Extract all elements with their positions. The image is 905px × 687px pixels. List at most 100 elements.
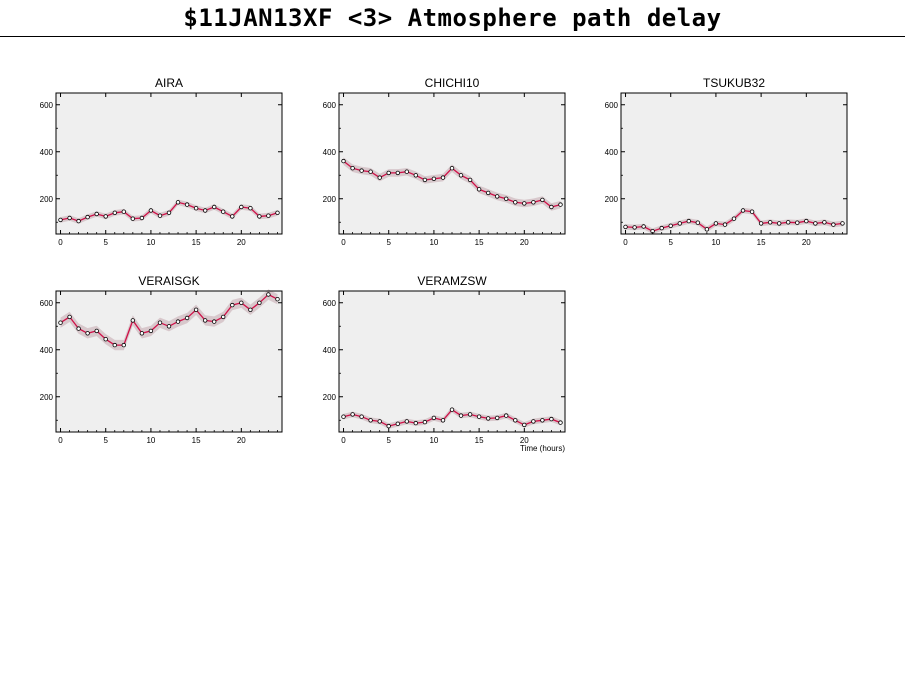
data-point xyxy=(359,414,364,419)
data-point xyxy=(67,314,72,320)
data-point xyxy=(422,419,428,425)
data-point xyxy=(76,218,81,224)
plot-title: VERAISGK xyxy=(138,274,199,288)
y-tick-label: 600 xyxy=(605,101,619,110)
data-point xyxy=(777,221,782,226)
data-point xyxy=(813,221,818,226)
data-point xyxy=(740,208,746,213)
data-point xyxy=(58,320,63,325)
data-point xyxy=(350,412,355,417)
data-point xyxy=(758,221,764,226)
plot-title: TSUKUB32 xyxy=(703,76,765,90)
data-point xyxy=(504,196,509,201)
data-point xyxy=(540,197,545,203)
x-tick-label: 10 xyxy=(429,238,438,247)
data-point xyxy=(184,202,190,207)
data-point xyxy=(449,407,455,412)
data-point xyxy=(202,318,208,323)
x-tick-label: 0 xyxy=(623,238,628,247)
data-point xyxy=(341,414,346,419)
data-point xyxy=(139,331,145,336)
data-point xyxy=(822,220,827,225)
data-point xyxy=(239,300,244,305)
x-tick-label: 5 xyxy=(103,436,108,445)
data-point xyxy=(266,292,271,297)
data-point xyxy=(749,209,755,214)
x-tick-label: 20 xyxy=(237,238,246,247)
data-point xyxy=(58,217,63,223)
plot-panel: VERAMZSW 0 5 10 15 20 200 400 600 Time (hours) xyxy=(323,274,566,453)
data-point xyxy=(677,221,682,226)
data-point xyxy=(76,326,81,331)
data-point xyxy=(220,209,226,214)
data-point xyxy=(431,415,437,421)
plot-background xyxy=(56,291,282,432)
data-point xyxy=(840,221,845,226)
data-point xyxy=(659,225,664,231)
data-point xyxy=(440,418,446,423)
data-point xyxy=(275,210,280,215)
data-point xyxy=(220,314,226,320)
data-point xyxy=(486,416,491,421)
x-tick-label: 5 xyxy=(386,436,391,445)
data-point xyxy=(522,201,527,206)
x-tick-label: 15 xyxy=(475,238,484,247)
data-point xyxy=(257,214,262,219)
data-point xyxy=(495,415,500,421)
data-point xyxy=(558,420,563,425)
x-tick-label: 0 xyxy=(341,436,346,445)
y-tick-label: 200 xyxy=(605,195,619,204)
data-point xyxy=(239,204,244,210)
page-title: $11JAN13XF <3> Atmosphere path delay xyxy=(183,4,722,32)
data-point xyxy=(112,210,117,215)
plot-panel: CHICHI10 0 5 10 15 20 200 400 600 xyxy=(323,76,566,247)
data-point xyxy=(166,210,172,215)
data-point xyxy=(704,227,710,232)
data-point xyxy=(193,307,199,312)
data-point xyxy=(522,422,527,428)
x-tick-label: 5 xyxy=(386,238,391,247)
plot-title: VERAMZSW xyxy=(417,274,487,288)
data-point xyxy=(531,419,536,424)
data-point xyxy=(831,222,836,227)
data-point xyxy=(94,328,99,334)
data-point xyxy=(632,225,637,230)
plot-title: CHICHI10 xyxy=(425,76,480,90)
data-point xyxy=(531,200,536,205)
data-point xyxy=(395,421,400,426)
data-point xyxy=(257,300,262,305)
data-point xyxy=(230,302,235,308)
data-point xyxy=(368,418,373,423)
data-point xyxy=(795,220,800,225)
data-point xyxy=(275,297,280,302)
data-point xyxy=(368,169,373,174)
data-point xyxy=(495,194,500,199)
y-tick-label: 400 xyxy=(40,346,54,355)
data-point xyxy=(540,418,545,423)
x-tick-label: 10 xyxy=(711,238,720,247)
x-tick-label: 20 xyxy=(520,436,529,445)
data-point xyxy=(248,205,253,211)
data-point xyxy=(103,337,108,342)
plot-panel: AIRA 0 5 10 15 20 200 400 600 xyxy=(40,76,283,247)
data-point xyxy=(504,413,509,418)
data-point xyxy=(549,204,554,210)
data-point xyxy=(130,216,135,221)
data-point xyxy=(157,213,163,218)
data-point xyxy=(513,200,518,205)
data-point xyxy=(103,214,108,219)
y-tick-label: 400 xyxy=(323,148,337,157)
data-point xyxy=(641,224,646,229)
data-point xyxy=(476,187,482,192)
data-point xyxy=(85,331,90,336)
data-point xyxy=(731,216,737,221)
x-tick-label: 0 xyxy=(58,436,63,445)
data-point xyxy=(341,158,346,164)
x-tick-label: 5 xyxy=(103,238,108,247)
plot-background xyxy=(339,93,565,234)
data-point xyxy=(422,177,428,183)
y-tick-label: 400 xyxy=(40,148,54,157)
data-point xyxy=(440,175,446,180)
title-rule xyxy=(0,36,905,37)
data-point xyxy=(148,328,154,334)
